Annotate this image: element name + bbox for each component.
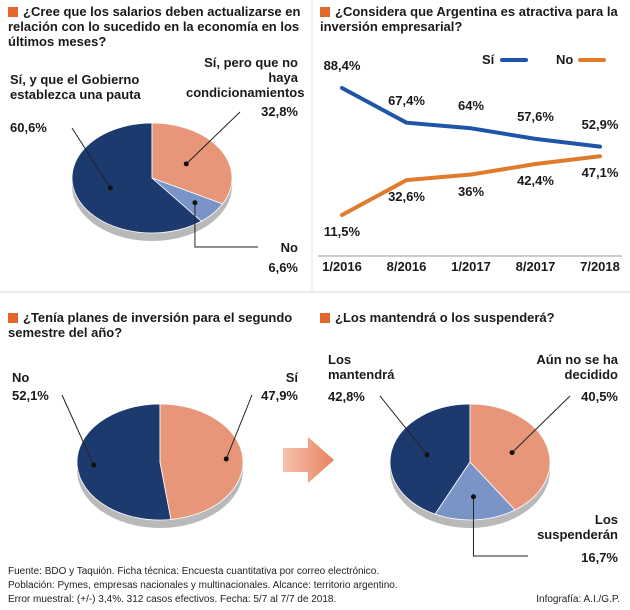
- pie-slice: [159, 403, 244, 520]
- value-label: 40,5%: [581, 389, 618, 404]
- value-label: 47,1%: [581, 165, 619, 181]
- value-label: 6,6%: [268, 260, 298, 275]
- leader-line: [61, 394, 95, 466]
- value-label: 11,5%: [323, 224, 361, 239]
- pie-slice: [76, 403, 172, 521]
- value-label: 52,1%: [12, 388, 49, 403]
- x-tick-label: 1/2017: [451, 259, 491, 274]
- value-label: 16,7%: [581, 550, 618, 565]
- leader-dot: [223, 456, 229, 462]
- arrow: [283, 437, 334, 483]
- slice-label: Sí, pero que no haya condicionamientos: [186, 55, 305, 100]
- leader-line: [71, 127, 111, 189]
- leader-line: [379, 395, 428, 456]
- legend-label: No: [556, 52, 574, 67]
- leader-dot: [107, 185, 113, 191]
- footer-note: Fuente: BDO y Taquión. Ficha técnica: En…: [8, 566, 380, 577]
- value-label: 42,8%: [328, 389, 365, 404]
- value-label: 47,9%: [261, 388, 298, 403]
- x-tick-label: 8/2016: [386, 259, 427, 274]
- leader-line: [225, 394, 253, 460]
- leader-line: [472, 496, 528, 557]
- footer-note: Error muestral: (+/-) 3,4%. 312 casos ef…: [8, 594, 337, 605]
- leader-dot: [183, 161, 189, 167]
- value-label: 36%: [457, 183, 485, 199]
- credit: Infografía: A.I./G.P.: [536, 594, 620, 605]
- line-series: [340, 154, 602, 217]
- x-tick-label: 1/2016: [322, 259, 362, 274]
- line-series: [340, 86, 602, 149]
- leader-dot: [509, 450, 515, 456]
- pie-slice: [434, 461, 516, 521]
- pie-slice: [71, 122, 203, 234]
- slice-label: Sí: [285, 370, 298, 385]
- pie-slice: [151, 122, 233, 205]
- value-label: 32,8%: [261, 104, 298, 119]
- leader-dot: [192, 200, 198, 206]
- chart-title: ¿Los mantendrá o los suspenderá?: [320, 310, 620, 325]
- leader-dot: [470, 494, 476, 500]
- legend-label: Sí: [482, 52, 495, 67]
- value-label: 88,4%: [323, 58, 361, 73]
- value-label: 64%: [457, 98, 485, 114]
- slice-label: No: [280, 240, 298, 255]
- slice-label: Los mantendrá: [328, 352, 395, 382]
- slice-label: Los suspenderán: [537, 512, 618, 542]
- leader-dot: [424, 452, 430, 458]
- leader-line: [185, 111, 241, 165]
- chart-title: ¿Tenía planes de inversión para el segun…: [8, 310, 298, 340]
- value-label: 52,9%: [581, 116, 619, 132]
- leader-line: [194, 202, 258, 248]
- pie-slice: [469, 403, 551, 511]
- leader-dot: [91, 462, 97, 468]
- value-label: 60,6%: [10, 120, 47, 135]
- value-label: 42,4%: [517, 172, 554, 188]
- chart-title: ¿Cree que los salarios deben actualizars…: [8, 4, 308, 49]
- leader-line: [511, 395, 571, 453]
- footer-note: Población: Pymes, empresas nacionales y …: [8, 580, 398, 591]
- value-label: 67,4%: [388, 92, 425, 108]
- pie-slice: [151, 177, 224, 222]
- pie-slice: [389, 403, 471, 515]
- value-label: 32,6%: [388, 189, 425, 205]
- x-tick-label: 7/2018: [580, 259, 620, 274]
- value-label: 57,6%: [517, 108, 554, 124]
- x-tick-label: 8/2017: [515, 259, 556, 274]
- slice-label: Aún no se ha decidido: [536, 352, 618, 382]
- chart-title: ¿Considera que Argentina es atractiva pa…: [320, 4, 620, 34]
- slice-label: Sí, y que el Gobierno establezca una pau…: [10, 72, 141, 102]
- slice-label: No: [12, 370, 30, 385]
